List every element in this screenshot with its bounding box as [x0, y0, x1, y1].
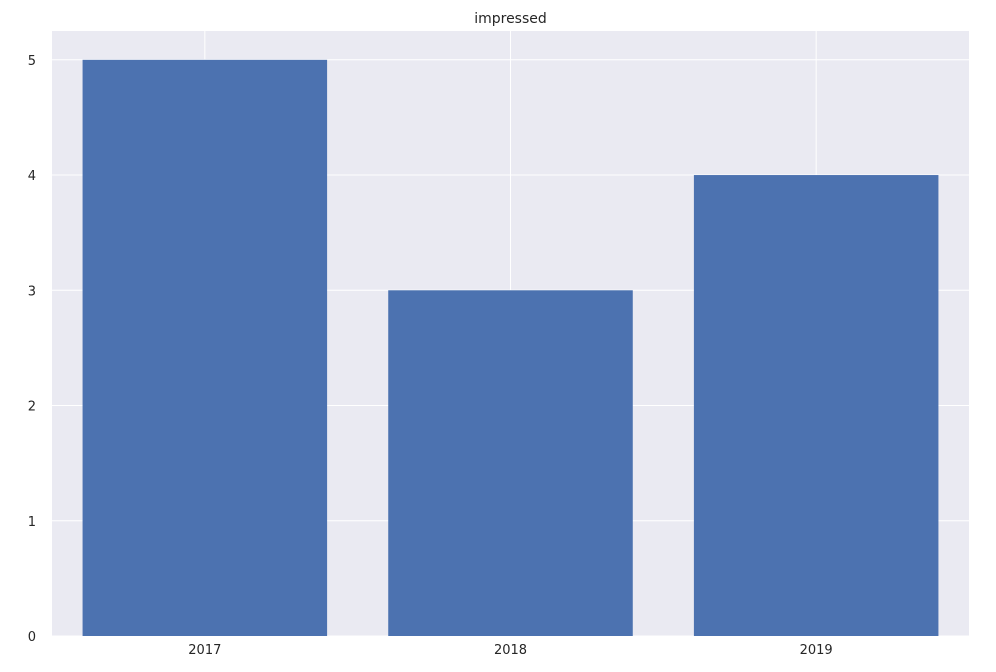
- y-tick-label: 5: [28, 54, 36, 69]
- bar-2019: [693, 175, 939, 637]
- y-axis-ticks: 0 1 2 3 4 5: [28, 54, 36, 645]
- y-tick-label: 4: [28, 169, 36, 184]
- bars: [82, 59, 939, 637]
- y-tick-label: 3: [28, 284, 36, 299]
- y-tick-label: 1: [28, 515, 36, 530]
- y-tick-label: 0: [28, 630, 36, 645]
- y-tick-label: 2: [28, 400, 36, 415]
- x-axis-ticks: 2017 2018 2019: [188, 643, 832, 658]
- x-tick-label: 2019: [800, 643, 833, 658]
- x-tick-label: 2017: [188, 643, 221, 658]
- chart-title: impressed: [474, 11, 547, 27]
- bar-2018: [388, 290, 633, 636]
- bar-2017: [82, 59, 328, 637]
- x-tick-label: 2018: [494, 643, 527, 658]
